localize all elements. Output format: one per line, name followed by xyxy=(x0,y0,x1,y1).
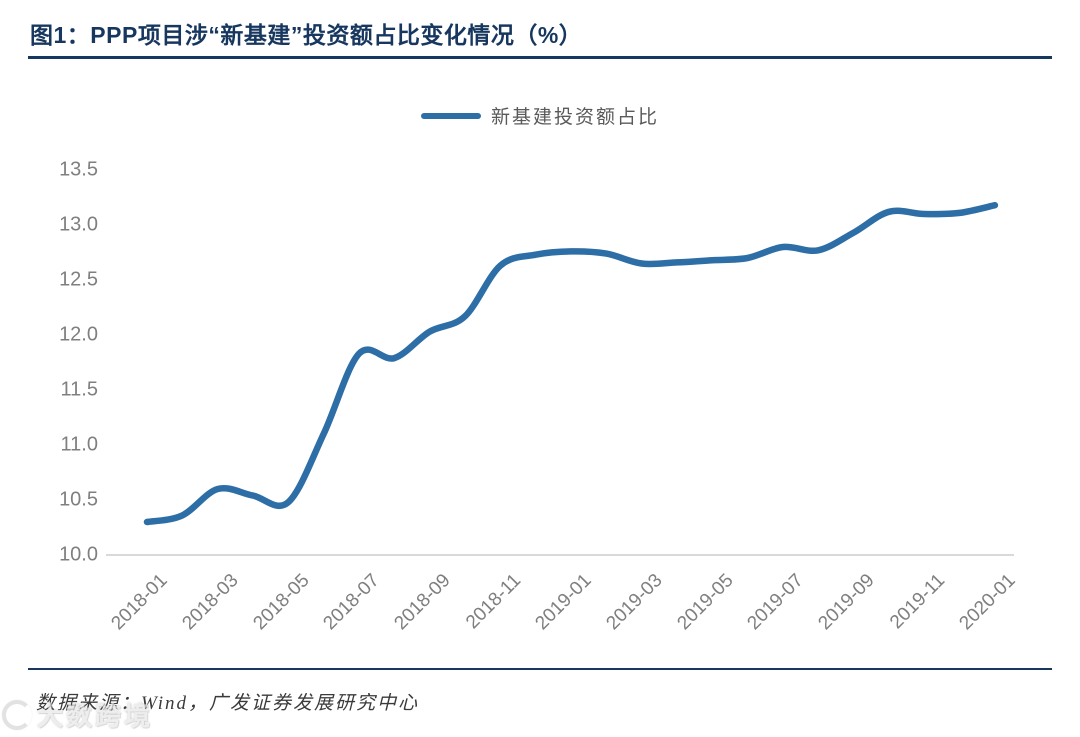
x-tick-label: 2019-07 xyxy=(743,570,808,635)
x-tick-label: 2018-09 xyxy=(390,570,455,635)
footer-divider xyxy=(28,668,1052,670)
y-tick-label: 10.0 xyxy=(59,543,98,566)
y-tick-label: 11.0 xyxy=(60,433,98,456)
y-tick-label: 13.5 xyxy=(59,158,98,181)
legend-line-swatch-icon xyxy=(420,112,481,119)
x-tick-label: 2019-05 xyxy=(672,570,738,635)
title-divider xyxy=(28,56,1052,59)
x-tick-label: 2018-07 xyxy=(319,570,384,635)
x-tick-label: 2018-03 xyxy=(178,570,243,635)
x-tick-label: 2019-11 xyxy=(885,570,950,634)
x-tick-label: 2020-01 xyxy=(955,570,1020,635)
x-tick-label: 2018-01 xyxy=(107,570,172,635)
data-source: 数据来源：Wind，广发证券发展研究中心 xyxy=(36,693,420,714)
y-tick-label: 13.0 xyxy=(59,213,98,236)
y-tick-label: 10.5 xyxy=(59,488,98,511)
x-tick-label: 2019-01 xyxy=(531,570,596,635)
y-tick-label: 12.5 xyxy=(59,268,98,291)
series-line xyxy=(143,201,999,526)
x-tick-label: 2019-09 xyxy=(814,570,879,635)
watermark-logo-icon xyxy=(2,699,32,730)
y-tick-label: 11.5 xyxy=(60,378,98,401)
x-tick-label: 2018-05 xyxy=(249,570,314,635)
y-tick-label: 12.0 xyxy=(59,323,98,346)
legend-label: 新基建投资额占比 xyxy=(490,107,659,128)
x-tick-label: 2018-11 xyxy=(461,570,526,634)
figure-title: 图1：PPP项目涉“新基建”投资额占比变化情况（%） xyxy=(30,22,583,48)
x-tick-label: 2019-03 xyxy=(602,570,667,635)
chart-legend: 新基建投资额占比 xyxy=(0,102,1080,129)
